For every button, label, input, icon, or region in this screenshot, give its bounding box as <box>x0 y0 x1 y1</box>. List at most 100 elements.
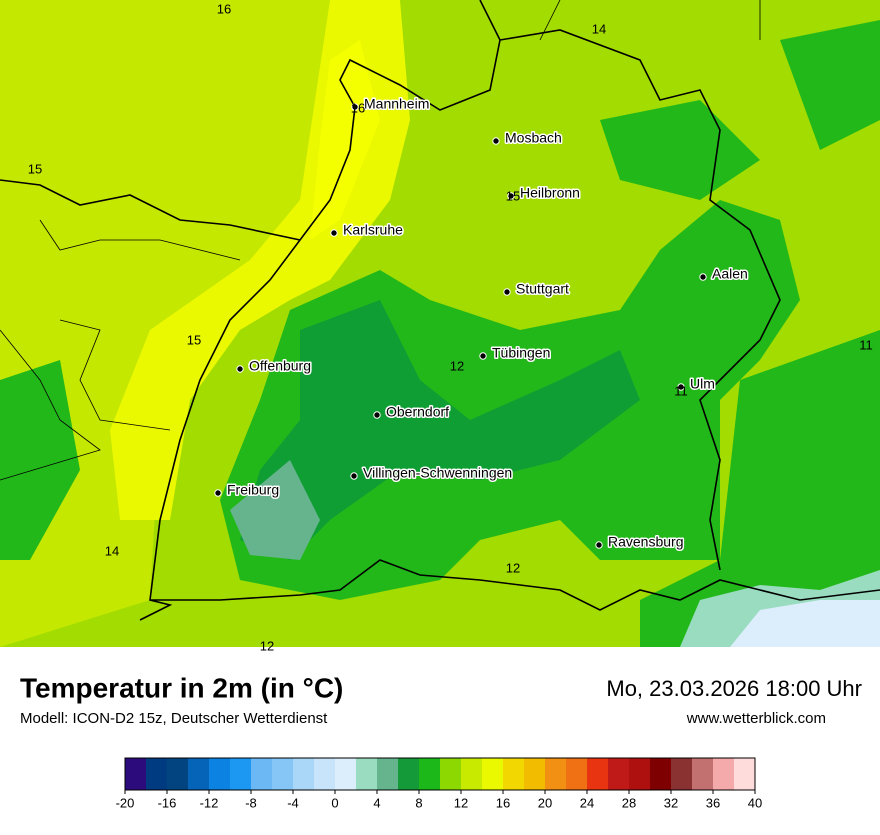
colorbar-swatch <box>356 758 377 790</box>
city-label: Ulm <box>690 376 715 392</box>
field-jura <box>220 200 800 600</box>
city-dot <box>507 192 515 200</box>
city-label: Villingen-Schwenningen <box>363 465 512 481</box>
contour-label: 15 <box>506 188 520 203</box>
colorbar-tick-label: -8 <box>245 795 257 810</box>
colorbar-swatch <box>272 758 293 790</box>
contour-label: 15 <box>28 161 42 176</box>
city-dot <box>503 288 511 296</box>
colorbar-tick-label: 40 <box>748 795 762 810</box>
datetime: Mo, 23.03.2026 18:00 Uhr <box>606 676 862 701</box>
city-layer: Mannheim Mosbach Heilbronn Karlsruhe Stuttga… <box>214 94 749 551</box>
contour-label: 12 <box>506 560 520 575</box>
city-label: Heilbronn <box>520 185 580 201</box>
city-dot <box>236 365 244 373</box>
city-dot <box>699 273 707 281</box>
colorbar-tick-label: -20 <box>116 795 135 810</box>
field-alps-cold <box>730 600 880 647</box>
colorbar-tick-label: 8 <box>415 795 422 810</box>
colorbar-frame <box>124 757 756 791</box>
contour-label: 11 <box>859 337 873 352</box>
colorbar-swatch <box>713 758 734 790</box>
city-dot <box>595 541 603 549</box>
field-east <box>640 330 880 647</box>
colorbar-tick-label: 28 <box>622 795 636 810</box>
map-field <box>0 0 880 647</box>
field-dark <box>240 300 640 560</box>
colorbar-tick-label: 12 <box>454 795 468 810</box>
colorbar-swatch <box>398 758 419 790</box>
contour-label: 15 <box>187 332 201 347</box>
website: www.wetterblick.com <box>686 710 826 727</box>
colorbar-tick-label: 0 <box>331 795 338 810</box>
city-label: Tübingen <box>492 345 550 361</box>
city-label: Stuttgart <box>516 281 569 297</box>
colorbar: -20 -16 -12 -8 -4 0 4 8 12 16 20 24 28 32 36 40 <box>116 757 762 810</box>
colorbar-swatch <box>503 758 524 790</box>
contour-label: 16 <box>217 1 231 16</box>
colorbar-swatch <box>167 758 188 790</box>
colorbar-swatch <box>608 758 629 790</box>
colorbar-swatch <box>692 758 713 790</box>
title: Temperatur in 2m (in °C) <box>20 672 343 703</box>
field-cool <box>230 460 320 560</box>
colorbar-swatch <box>209 758 230 790</box>
colorbar-swatch <box>524 758 545 790</box>
colorbar-swatch <box>230 758 251 790</box>
colorbar-swatch <box>629 758 650 790</box>
colorbar-tick-label: 16 <box>496 795 510 810</box>
colorbar-swatch <box>188 758 209 790</box>
city-dot <box>214 489 222 497</box>
colorbar-tick-label: -4 <box>287 795 299 810</box>
colorbar-swatch <box>377 758 398 790</box>
city-label: Aalen <box>712 266 748 282</box>
colorbar-swatch <box>566 758 587 790</box>
field-patches <box>0 20 880 560</box>
colorbar-swatch <box>146 758 167 790</box>
colorbar-tick-label: 20 <box>538 795 552 810</box>
city-label: Karlsruhe <box>343 222 403 238</box>
district-borders <box>0 0 761 481</box>
contour-label: 12 <box>260 638 274 653</box>
city-dot <box>350 472 358 480</box>
colorbar-tick-label: 36 <box>706 795 720 810</box>
city-label: Mosbach <box>505 130 562 146</box>
city-label: Offenburg <box>249 358 311 374</box>
colorbar-tick-label: 24 <box>580 795 594 810</box>
colorbar-swatch <box>650 758 671 790</box>
colorbar-tick-label: -16 <box>158 795 177 810</box>
colorbar-swatch <box>251 758 272 790</box>
city-label: Oberndorf <box>386 404 449 420</box>
contour-label: 16 <box>351 100 365 115</box>
colorbar-swatch <box>335 758 356 790</box>
contour-label: 14 <box>105 543 119 558</box>
colorbar-swatch <box>482 758 503 790</box>
colorbar-swatch <box>419 758 440 790</box>
colorbar-swatch <box>461 758 482 790</box>
colorbar-swatch <box>125 758 146 790</box>
colorbar-swatch <box>734 758 755 790</box>
city-label: Freiburg <box>227 482 279 498</box>
city-dot <box>330 229 338 237</box>
colorbar-swatch <box>545 758 566 790</box>
state-borders <box>0 0 880 621</box>
colorbar-tick-label: 32 <box>664 795 678 810</box>
city-label: Ravensburg <box>608 534 684 550</box>
contour-label: 11 <box>674 383 688 398</box>
subtitle: Modell: ICON-D2 15z, Deutscher Wetterdie… <box>20 710 328 727</box>
city-dot <box>492 137 500 145</box>
city-dot <box>479 352 487 360</box>
colorbar-swatch <box>440 758 461 790</box>
city-label: Mannheim <box>364 96 429 112</box>
city-dot <box>373 411 381 419</box>
colorbar-swatch <box>671 758 692 790</box>
field-rhine-warm <box>310 40 380 240</box>
contour-label: 14 <box>592 21 606 36</box>
colorbar-swatch <box>293 758 314 790</box>
colorbar-swatch <box>314 758 335 790</box>
contour-label-layer: 16 14 16 15 15 15 12 11 11 14 12 12 <box>28 1 873 653</box>
contour-label: 12 <box>450 358 464 373</box>
colorbar-tick-label: 4 <box>373 795 380 810</box>
